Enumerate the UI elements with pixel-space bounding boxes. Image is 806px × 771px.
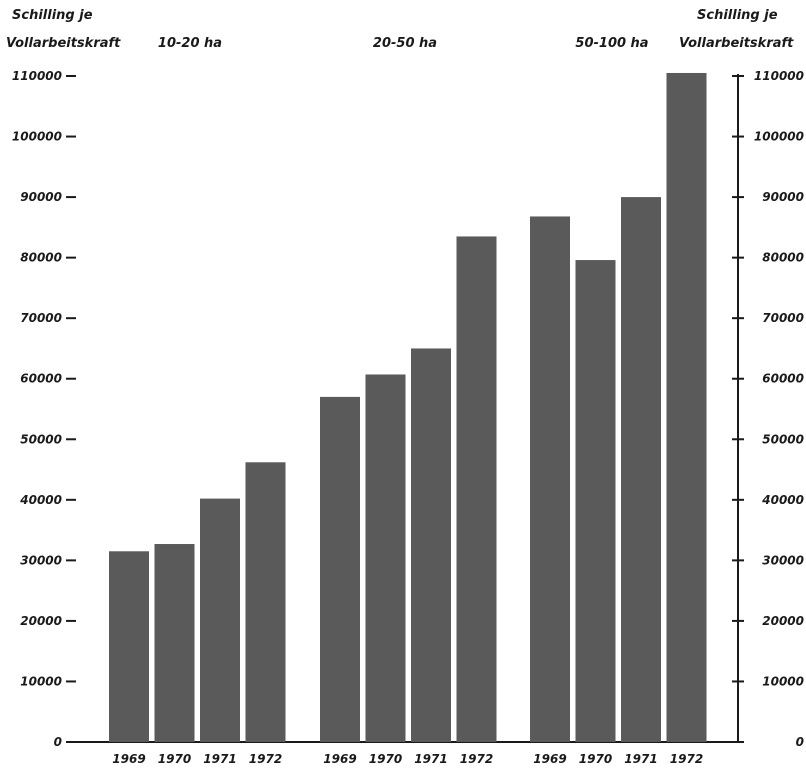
left-tick-label: 80000 bbox=[20, 251, 62, 265]
left-tick-label: 60000 bbox=[20, 372, 62, 386]
group-labels: 10-20 ha 20-50 ha 50-100 ha bbox=[158, 36, 649, 51]
left-tick-label: 0 bbox=[54, 735, 62, 749]
left-tick-label: 70000 bbox=[20, 311, 62, 325]
left-axis-label-line-1: Schilling je bbox=[12, 8, 93, 23]
left-tick-label: 50000 bbox=[20, 432, 62, 446]
bar bbox=[365, 374, 406, 742]
x-axis-tick-labels: 1969 1970 1971 1972 1969 1970 1971 1972 1969 1970… bbox=[112, 752, 703, 766]
left-tick-label: 20000 bbox=[20, 614, 62, 628]
group-label: 10-20 ha bbox=[158, 36, 222, 51]
bar bbox=[154, 544, 195, 742]
bar bbox=[411, 348, 451, 742]
right-tick-label: 40000 bbox=[761, 493, 804, 507]
x-tick-label: 1970 bbox=[158, 752, 191, 766]
left-axis-label-line-2: Vollarbeitskraft bbox=[6, 36, 121, 51]
right-tick-label: 90000 bbox=[762, 190, 804, 204]
bar bbox=[621, 197, 661, 742]
x-tick-label: 1972 bbox=[249, 752, 282, 766]
right-tick-label: 100000 bbox=[754, 130, 804, 144]
bar bbox=[530, 216, 570, 742]
left-tick-label: 100000 bbox=[12, 130, 62, 144]
bars bbox=[109, 72, 707, 743]
group-label: 20-50 ha bbox=[373, 36, 437, 51]
x-tick-label: 1970 bbox=[369, 752, 402, 766]
left-tick-label: 10000 bbox=[20, 674, 62, 688]
bar bbox=[200, 498, 240, 742]
bar bbox=[245, 462, 286, 742]
bar bbox=[456, 236, 497, 743]
x-tick-label: 1971 bbox=[203, 752, 236, 766]
x-tick-label: 1969 bbox=[533, 752, 566, 766]
left-tick-label: 110000 bbox=[12, 69, 62, 83]
right-tick-label: 20000 bbox=[762, 614, 804, 628]
right-tick-label: 50000 bbox=[762, 432, 804, 446]
x-tick-label: 1969 bbox=[112, 752, 145, 766]
bar bbox=[666, 72, 707, 743]
right-axis-label-line-1: Schilling je bbox=[697, 8, 778, 23]
right-tick-label: 30000 bbox=[762, 553, 804, 567]
x-tick-label: 1972 bbox=[670, 752, 703, 766]
left-tick-label: 40000 bbox=[19, 493, 62, 507]
right-tick-label: 110000 bbox=[754, 69, 804, 83]
bar bbox=[320, 396, 360, 742]
left-y-axis-ticks: 0 10000 20000 30000 40000 50000 60000 70000 8000… bbox=[12, 69, 76, 749]
x-tick-label: 1972 bbox=[460, 752, 493, 766]
right-tick-label: 60000 bbox=[762, 372, 804, 386]
x-tick-label: 1971 bbox=[624, 752, 657, 766]
left-tick-label: 30000 bbox=[20, 553, 62, 567]
left-tick-label: 90000 bbox=[20, 190, 62, 204]
right-tick-label: 80000 bbox=[762, 251, 804, 265]
bar bbox=[109, 551, 149, 742]
x-tick-label: 1970 bbox=[579, 752, 612, 766]
group-label: 50-100 ha bbox=[575, 36, 648, 51]
right-tick-label: 70000 bbox=[762, 311, 804, 325]
right-tick-label: 10000 bbox=[762, 674, 804, 688]
x-tick-label: 1971 bbox=[414, 752, 447, 766]
right-axis-label-line-2: Vollarbeitskraft bbox=[679, 36, 794, 51]
right-y-axis-ticks: 0 10000 20000 30000 40000 50000 60000 70000 8000… bbox=[732, 69, 804, 749]
right-tick-label: 0 bbox=[796, 735, 804, 749]
x-tick-label: 1969 bbox=[323, 752, 356, 766]
bar bbox=[575, 260, 616, 742]
